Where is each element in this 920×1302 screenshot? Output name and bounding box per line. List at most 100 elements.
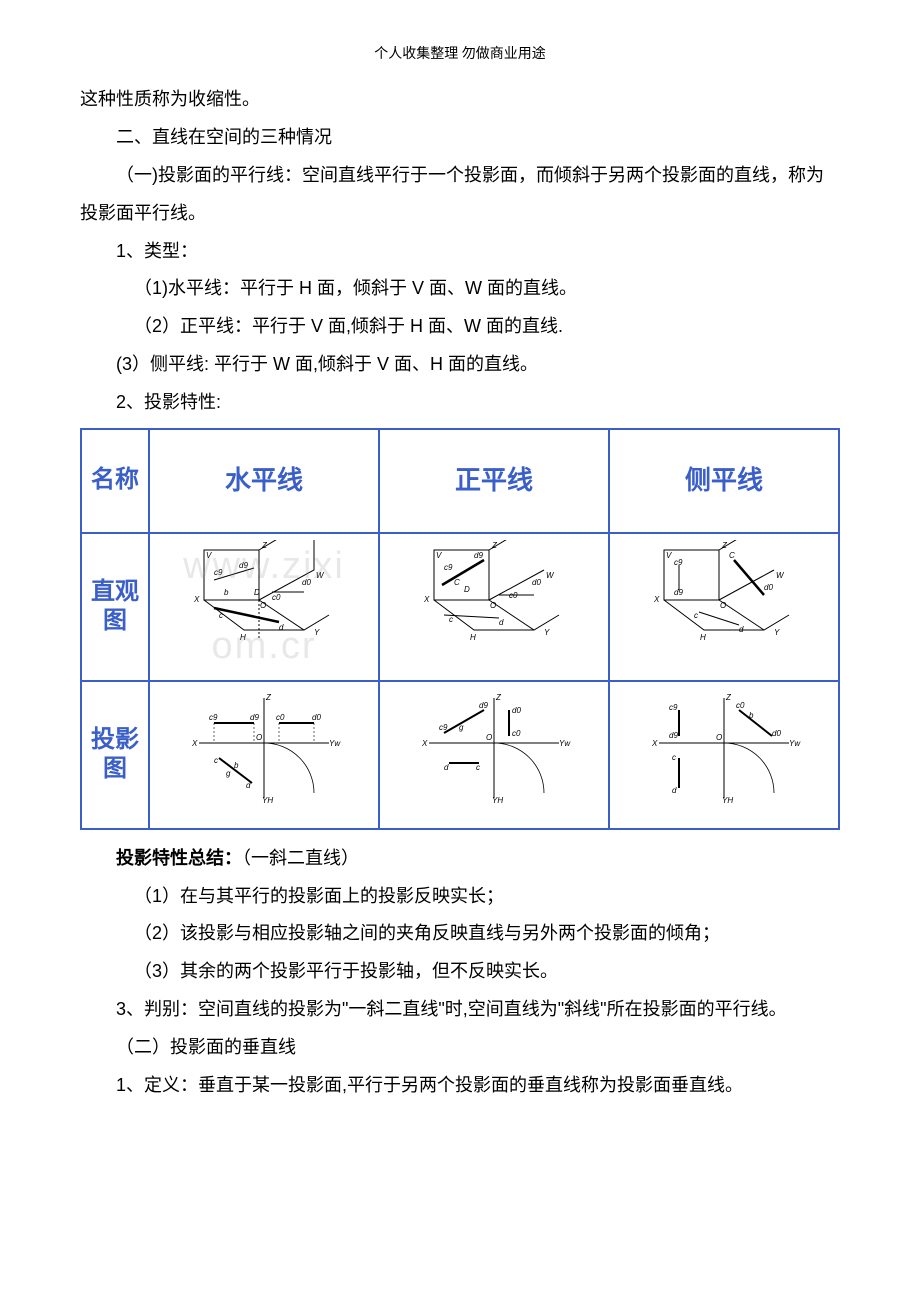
- svg-text:d: d: [739, 625, 744, 634]
- diagram-proj-profile: Z X Yw YH O c9 d9 c0 d0 c d b: [609, 681, 839, 829]
- svg-text:d: d: [672, 786, 677, 795]
- svg-text:c: c: [476, 763, 480, 772]
- header-note: 个人收集整理 勿做商业用途: [80, 40, 840, 69]
- svg-text:c9: c9: [439, 723, 448, 732]
- svg-text:X: X: [191, 739, 198, 748]
- svg-text:d: d: [279, 623, 284, 632]
- svg-text:O: O: [720, 601, 726, 610]
- svg-text:Yw: Yw: [789, 739, 801, 748]
- table-row: 直观图 www.zixi om.cr V Z: [81, 533, 839, 681]
- diagram-3d-2-svg: V Z X c9 d9 d0 W c0 H Y O c d D C: [414, 540, 574, 660]
- svg-text:d9: d9: [250, 713, 259, 722]
- table-row: 投影图 Z X Yw: [81, 681, 839, 829]
- svg-text:c: c: [219, 611, 223, 620]
- diagram-3d-3-svg: V Z X C d0 W H Y O c d c9 d9: [644, 540, 804, 660]
- svg-text:d9: d9: [239, 561, 248, 570]
- svg-text:V: V: [206, 551, 212, 560]
- svg-text:V: V: [666, 551, 672, 560]
- svg-text:X: X: [651, 739, 658, 748]
- svg-text:c: c: [214, 756, 218, 765]
- svg-text:d: d: [499, 618, 504, 627]
- svg-text:c9: c9: [674, 558, 683, 567]
- svg-text:Z: Z: [495, 693, 502, 702]
- svg-text:YH: YH: [492, 796, 503, 805]
- para-proj-heading: 2、投影特性:: [80, 384, 840, 422]
- para-type-1: （1)水平线：平行于 H 面，倾斜于 V 面、W 面的直线。: [80, 270, 840, 308]
- svg-text:c9: c9: [209, 713, 218, 722]
- svg-text:C: C: [729, 551, 735, 560]
- row-label-proj: 投影图: [81, 681, 149, 829]
- diagram-3d-1-svg: V Z X c9 d9 d0 W c0 b D d c H Y O: [184, 540, 344, 660]
- para-definition-1: （一)投影面的平行线：空间直线平行于一个投影面，而倾斜于另两个投影面的直线，称为…: [80, 157, 840, 233]
- svg-text:Y: Y: [544, 628, 550, 637]
- svg-text:D: D: [464, 585, 470, 594]
- svg-text:X: X: [423, 595, 430, 604]
- svg-text:b: b: [234, 761, 239, 770]
- para-type-3: (3）侧平线: 平行于 W 面,倾斜于 V 面、H 面的直线。: [80, 346, 840, 384]
- svg-text:c0: c0: [272, 593, 281, 602]
- svg-text:W: W: [316, 571, 325, 580]
- para-type-heading: 1、类型：: [80, 233, 840, 271]
- diagram-3d-profile: V Z X C d0 W H Y O c d c9 d9: [609, 533, 839, 681]
- col-header-3: 侧平线: [609, 429, 839, 534]
- svg-text:d0: d0: [312, 713, 321, 722]
- section-2-def: 1、定义：垂直于某一投影面,平行于另两个投影面的垂直线称为投影面垂直线。: [80, 1067, 840, 1105]
- projection-table: 名称 水平线 正平线 侧平线 直观图 www.zixi om.cr: [80, 428, 840, 830]
- row-label-text: 名称: [91, 467, 139, 493]
- svg-text:d: d: [246, 781, 251, 790]
- summary-title-bold: 投影特性总结：: [116, 848, 242, 868]
- svg-text:c9: c9: [444, 563, 453, 572]
- svg-text:Yw: Yw: [559, 739, 571, 748]
- summary-title: 投影特性总结：（一斜二直线）: [80, 840, 840, 878]
- svg-text:O: O: [256, 733, 262, 742]
- svg-text:C: C: [454, 578, 460, 587]
- svg-text:D: D: [254, 588, 260, 597]
- svg-text:c: c: [694, 611, 698, 620]
- svg-text:d9: d9: [479, 701, 488, 710]
- svg-text:c0: c0: [736, 701, 745, 710]
- svg-text:W: W: [776, 571, 785, 580]
- svg-text:c0: c0: [276, 713, 285, 722]
- svg-text:H: H: [700, 633, 706, 642]
- svg-text:O: O: [486, 733, 492, 742]
- para-type-2: （2）正平线：平行于 V 面,倾斜于 H 面、W 面的直线.: [80, 308, 840, 346]
- row-label-text: 投影图: [91, 727, 139, 782]
- diagram-3d-frontal: V Z X c9 d9 d0 W c0 H Y O c d D C: [379, 533, 609, 681]
- svg-text:H: H: [240, 633, 246, 642]
- diagram-proj-frontal: Z X Yw YH O c9 d9 d0 c0 d c g: [379, 681, 609, 829]
- col-header-2: 正平线: [379, 429, 609, 534]
- svg-text:X: X: [193, 595, 200, 604]
- svg-text:X: X: [421, 739, 428, 748]
- row-label-3dview: 直观图: [81, 533, 149, 681]
- svg-text:W: W: [546, 571, 555, 580]
- diagram-proj-horizontal: Z X Yw YH O c9 d9 c0 d0 c b d g: [149, 681, 379, 829]
- para-section-heading: 二、直线在空间的三种情况: [80, 119, 840, 157]
- svg-text:d9: d9: [474, 551, 483, 560]
- svg-text:c: c: [672, 753, 676, 762]
- table-row: 名称 水平线 正平线 侧平线: [81, 429, 839, 534]
- svg-text:g: g: [226, 769, 231, 778]
- svg-text:d9: d9: [674, 588, 683, 597]
- diagram-proj-2-svg: Z X Yw YH O c9 d9 d0 c0 d c g: [414, 688, 574, 808]
- svg-text:YH: YH: [262, 796, 273, 805]
- svg-text:O: O: [490, 601, 496, 610]
- summary-title-rest: （一斜二直线）: [242, 848, 359, 868]
- summary-2: （2）该投影与相应投影轴之间的夹角反映直线与另外两个投影面的倾角；: [80, 915, 840, 953]
- svg-text:YH: YH: [722, 796, 733, 805]
- summary-1: （1）在与其平行的投影面上的投影反映实长；: [80, 878, 840, 916]
- diagram-proj-3-svg: Z X Yw YH O c9 d9 c0 d0 c d b: [644, 688, 804, 808]
- svg-text:g: g: [459, 723, 464, 732]
- svg-text:d0: d0: [532, 578, 541, 587]
- svg-text:X: X: [653, 595, 660, 604]
- svg-text:d0: d0: [302, 578, 311, 587]
- summary-3: （3）其余的两个投影平行于投影轴，但不反映实长。: [80, 953, 840, 991]
- svg-text:Y: Y: [314, 628, 320, 637]
- svg-text:b: b: [224, 588, 229, 597]
- svg-text:d0: d0: [772, 729, 781, 738]
- svg-text:Y: Y: [774, 628, 780, 637]
- svg-text:d0: d0: [764, 583, 773, 592]
- svg-text:Z: Z: [725, 693, 732, 702]
- svg-text:c9: c9: [214, 568, 223, 577]
- svg-text:c0: c0: [509, 591, 518, 600]
- svg-text:V: V: [436, 551, 442, 560]
